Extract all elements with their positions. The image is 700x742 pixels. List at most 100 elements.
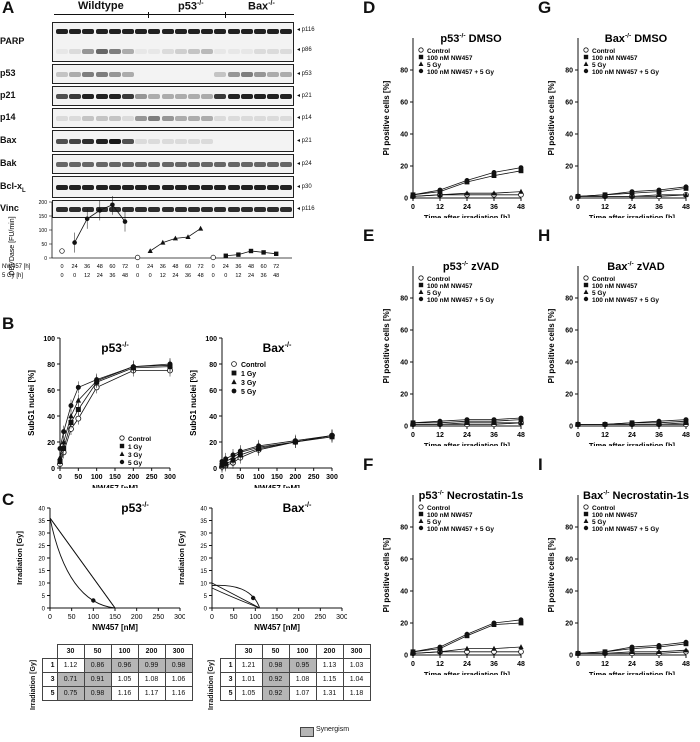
devd-row1-value: 36 <box>235 264 241 270</box>
legend-label: 5 Gy <box>427 62 441 69</box>
y-tick-label: 30 <box>200 532 207 538</box>
x-axis-label: Time after irradiation [h] <box>424 670 511 675</box>
x-axis-label: Time after irradiation [h] <box>589 670 676 675</box>
x-tick-label: 48 <box>517 661 525 668</box>
data-point <box>518 415 524 421</box>
blot-band <box>254 207 266 212</box>
y-tick-label: 15 <box>200 569 207 575</box>
x-axis-label: Time after irradiation [h] <box>589 213 676 218</box>
blot-strip <box>52 130 294 152</box>
data-point <box>68 403 74 409</box>
devd-row1-value: 0 <box>60 264 63 270</box>
x-tick-label: 100 <box>87 614 99 621</box>
blot-band <box>201 49 214 54</box>
blot-band <box>280 185 293 190</box>
band-size-label: ◂ p53 <box>297 71 312 77</box>
blot-band <box>108 72 121 77</box>
blot-band <box>135 139 148 144</box>
x-tick-label: 24 <box>463 204 471 211</box>
blot-label: Bcl-xL <box>0 181 26 194</box>
data-point <box>583 282 589 288</box>
x-tick-label: 12 <box>436 432 444 439</box>
data-point <box>683 184 689 190</box>
data-point <box>518 419 524 425</box>
band-size-label: ◂ p86 <box>297 47 312 53</box>
blot-band <box>174 139 187 144</box>
group-underline <box>54 14 294 15</box>
data-point <box>629 189 635 195</box>
blot-band <box>254 94 266 99</box>
y-tick-label: 25 <box>200 544 207 550</box>
data-point <box>61 446 67 451</box>
blot-band <box>188 49 200 54</box>
y-tick-label: 0 <box>204 607 208 613</box>
table-cell: 1.18 <box>342 686 371 701</box>
blot-band <box>69 185 82 190</box>
legend-label: 5 Gy <box>592 290 606 297</box>
legend-label: 5 Gy <box>592 519 606 526</box>
y-axis-label: SubG1 nuclei [%] <box>189 370 198 436</box>
blot-band <box>135 162 148 167</box>
blot-band <box>240 29 253 34</box>
x-tick-label: 250 <box>308 474 320 481</box>
data-point <box>575 651 581 656</box>
blot-band <box>56 162 68 167</box>
blot-label: Bax <box>0 135 17 145</box>
data-point <box>437 648 443 654</box>
table-cell: 0.96 <box>110 658 139 673</box>
band-size-label: ◂ p116 <box>297 206 315 212</box>
legend-label: 5 Gy <box>427 290 441 297</box>
table-row-header: 3 <box>220 672 236 687</box>
y-tick-label: 20 <box>565 621 573 628</box>
panel-letter-b: B <box>2 314 15 333</box>
data-point <box>683 417 689 422</box>
blot-band <box>108 94 121 99</box>
y-tick-label: 20 <box>565 164 573 171</box>
devd-point <box>59 248 65 254</box>
chart-title: p53-/- <box>101 340 129 355</box>
data-point <box>518 620 524 626</box>
subg1-chart-bax: 0 50 100 150 200 250 300 0 20 40 60 80 100 NW457 [nM]… <box>189 336 338 488</box>
blot-band <box>188 94 200 99</box>
blot-band <box>122 29 134 34</box>
panel-letter-e: E <box>363 226 375 245</box>
data-point <box>119 459 125 465</box>
blot-band <box>95 116 108 121</box>
table-row-header: 1 <box>42 658 58 673</box>
devd-row1-value: 48 <box>172 264 178 270</box>
y-tick-label: 80 <box>209 362 217 369</box>
y-tick-label: 40 <box>565 589 573 596</box>
blot-band <box>56 139 68 144</box>
table-left-ylabel: Irradiation [Gy] <box>30 659 37 710</box>
blot-band <box>148 49 161 54</box>
y-tick-label: 80 <box>47 362 55 369</box>
data-point <box>583 54 589 60</box>
band-size-label: ◂ p30 <box>297 184 312 190</box>
blot-band <box>188 139 200 144</box>
x-tick-label: 48 <box>682 432 690 439</box>
y-axis-label: PI positive cells [%] <box>547 80 556 155</box>
panel-letter-d: D <box>363 0 376 17</box>
blot-band <box>201 94 214 99</box>
blot-band <box>82 72 95 77</box>
blot-band <box>95 94 108 99</box>
data-point <box>656 187 662 193</box>
series-0 <box>219 429 335 473</box>
blot-band <box>174 116 187 121</box>
legend-label: 5 Gy <box>427 519 441 526</box>
devd-point <box>248 248 254 254</box>
data-point <box>68 420 74 425</box>
blot-band <box>188 29 200 34</box>
blot-band <box>267 207 280 212</box>
isobole-point <box>91 598 96 603</box>
synergism-swatch <box>300 727 314 737</box>
y-tick-label: 15 <box>38 569 45 575</box>
x-tick-label: 24 <box>463 661 471 668</box>
x-tick-label: 50 <box>74 474 82 481</box>
blot-band <box>161 185 174 190</box>
data-point <box>418 61 424 66</box>
y-tick-label: 40 <box>400 589 408 596</box>
y-tick-label: 60 <box>400 100 408 107</box>
table-row-header: 5 <box>42 686 58 701</box>
